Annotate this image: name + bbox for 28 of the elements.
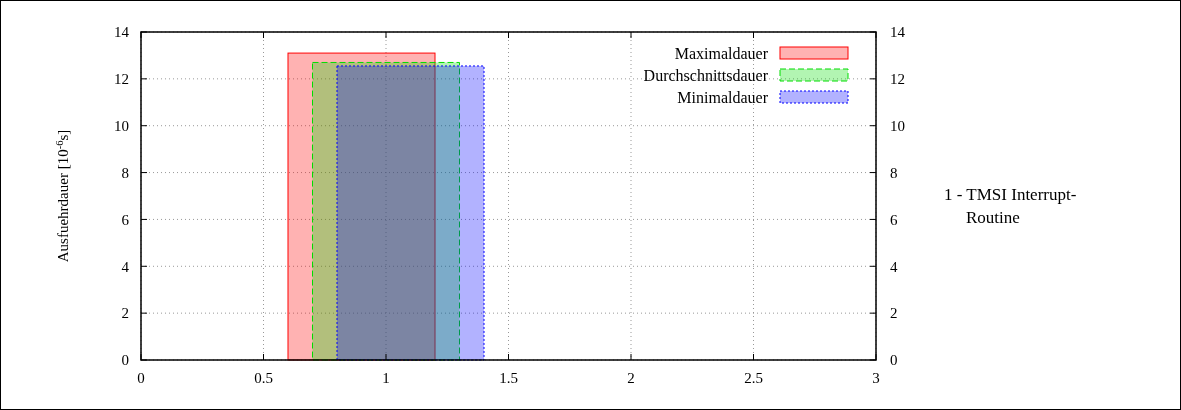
- y2-tick-label: 8: [890, 164, 898, 181]
- y-tick-label: 14: [114, 24, 130, 41]
- bar: [336, 65, 485, 361]
- y-tick-label: 12: [114, 71, 129, 88]
- y2-tick-label: 14: [890, 24, 906, 41]
- y2-tick-label: 12: [890, 71, 905, 88]
- legend-label: Durchschnittsdauer: [643, 66, 769, 84]
- y2-tick-label: 4: [890, 258, 898, 275]
- legend-label: Minimaldauer: [677, 88, 769, 106]
- y-tick-label: 6: [121, 211, 130, 228]
- y-tick-label: 8: [121, 164, 129, 181]
- y2-tick-label: 2: [890, 305, 898, 322]
- y2-tick-label: 10: [890, 117, 905, 134]
- legend-label: Maximaldauer: [674, 44, 769, 62]
- text: 1 - TMSI Interrupt-Routine: [944, 185, 1077, 227]
- y-tick-label: 4: [121, 258, 130, 275]
- x-tick-label: 1.5: [499, 370, 518, 386]
- x-tick-label: 0.5: [254, 370, 273, 386]
- y-tick-label: 10: [114, 117, 129, 134]
- x-tick-label: 2.5: [744, 370, 763, 386]
- x-tick-label: 3: [872, 370, 880, 386]
- x-tick-label: 1: [382, 370, 390, 386]
- x-tick-label: 2: [627, 370, 635, 386]
- y-tick-label: 0: [121, 352, 129, 369]
- y2-tick-label: 0: [890, 352, 898, 369]
- y-tick-label: 2: [121, 305, 129, 322]
- y2-tick-label: 6: [890, 211, 898, 228]
- x-tick-label: 0: [137, 370, 145, 386]
